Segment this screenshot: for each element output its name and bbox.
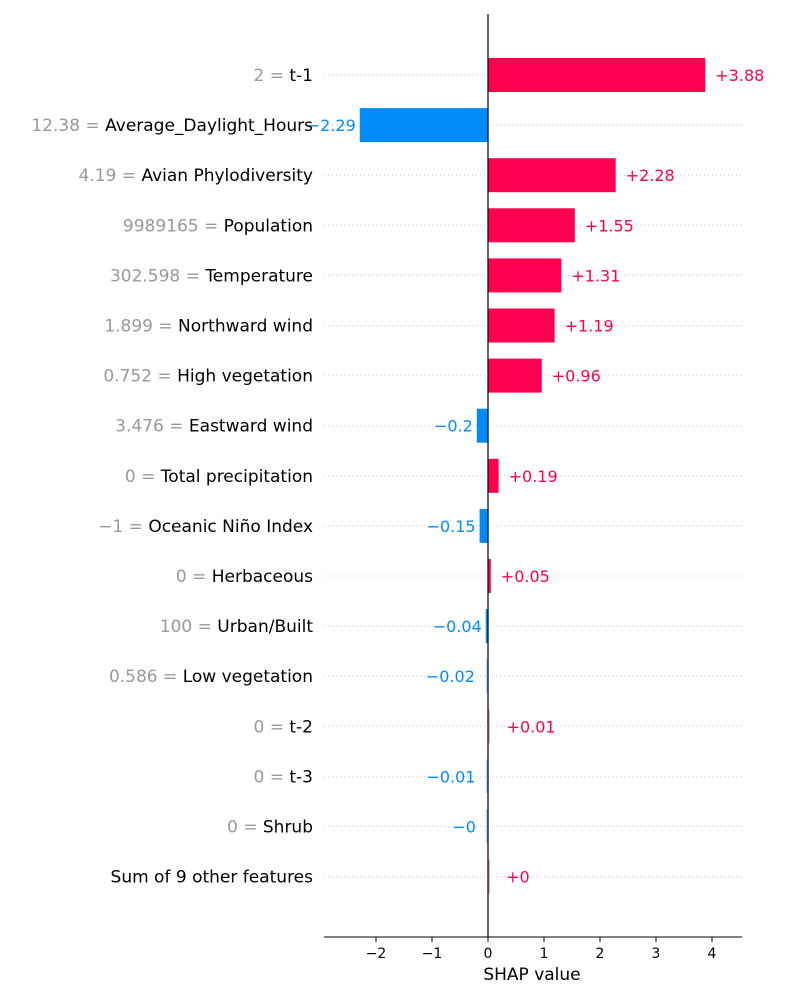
bars: +3.88 −2.29 +2.28 +1.55 +1.31 +1.19 +0.96 −0.2 +… — [307, 58, 764, 894]
shap-value-label: +2.28 — [626, 166, 675, 185]
feature-label: 0 = Shrub — [227, 818, 313, 838]
shap-bar — [485, 609, 488, 644]
shap-value-label: +1.19 — [565, 317, 614, 336]
feature-name-text: Low vegetation — [183, 667, 313, 687]
feature-label: −1 = Oceanic Niño Index — [98, 517, 313, 537]
shap-bar — [488, 358, 542, 393]
shap-value-label: −0.15 — [427, 517, 476, 536]
shap-value-label: +1.31 — [571, 266, 620, 285]
feature-name-text: Avian Phylodiversity — [141, 166, 313, 186]
feature-value-text: 0.752 = — [103, 367, 177, 387]
feature-value-text: 100 = — [160, 617, 218, 637]
shap-bar — [488, 859, 490, 894]
feature-name-text: High vegetation — [177, 367, 313, 387]
shap-bar — [488, 709, 490, 744]
feature-name-text: Sum of 9 other features — [111, 868, 314, 888]
feature-label: 100 = Urban/Built — [160, 617, 314, 637]
shap-bar — [488, 258, 562, 293]
feature-label: 302.598 = Temperature — [110, 266, 313, 286]
shap-value-label: +0 — [506, 868, 530, 887]
feature-value-text: 9989165 = — [123, 216, 224, 236]
feature-name-text: t-1 — [289, 66, 313, 86]
feature-name-text: Shrub — [263, 818, 313, 838]
shap-value-label: −0.01 — [426, 767, 475, 786]
row-labels: 2 = t-1 12.38 = Average_Daylight_Hours 4.1… — [31, 66, 313, 888]
feature-name-text: Oceanic Niño Index — [148, 517, 313, 537]
x-tick-label: −2 — [366, 946, 387, 962]
shap-bar — [359, 108, 488, 143]
x-tick-label: 1 — [540, 946, 549, 962]
shap-bar — [488, 58, 706, 92]
shap-bar — [488, 158, 616, 193]
feature-value-text: 12.38 = — [31, 116, 105, 136]
feature-label: 1.899 = Northward wind — [104, 317, 313, 337]
feature-name-text: t-3 — [289, 767, 313, 787]
feature-label: 0 = t-3 — [254, 767, 314, 787]
x-tick-label: 4 — [708, 946, 717, 962]
feature-value-text: −1 = — [98, 517, 148, 537]
feature-value-text: 0 = — [254, 767, 290, 787]
shap-value-label: −0.2 — [434, 417, 473, 436]
feature-name-text: Population — [224, 216, 313, 236]
feature-value-text: 4.19 = — [79, 166, 142, 186]
shap-bar — [488, 208, 575, 243]
shap-bar — [486, 759, 488, 794]
feature-name-text: Eastward wind — [189, 417, 313, 437]
feature-label: 4.19 = Avian Phylodiversity — [79, 166, 313, 186]
shap-bar — [476, 408, 488, 443]
shap-bar — [488, 559, 491, 593]
feature-name-text: Average_Daylight_Hours — [105, 116, 313, 136]
shap-value-label: −2.29 — [307, 116, 356, 135]
x-tick-label: −1 — [422, 946, 443, 962]
feature-label: 12.38 = Average_Daylight_Hours — [31, 116, 313, 136]
x-axis: −2 −1 0 1 2 3 4 — [324, 14, 742, 962]
feature-label: 2 = t-1 — [254, 66, 314, 86]
shap-value-label: −0 — [452, 818, 476, 837]
shap-value-label: +0.19 — [509, 467, 558, 486]
feature-label: 9989165 = Population — [123, 216, 313, 236]
shap-value-label: +0.96 — [552, 367, 601, 386]
feature-label: 0 = t-2 — [254, 717, 314, 737]
shap-bar — [488, 308, 555, 343]
feature-name-text: Herbaceous — [212, 567, 313, 587]
feature-label: 0 = Herbaceous — [176, 567, 313, 587]
shap-bar — [486, 659, 488, 694]
feature-label: 0.752 = High vegetation — [103, 367, 313, 387]
shap-value-label: +1.55 — [585, 216, 634, 235]
feature-label: Sum of 9 other features — [111, 868, 314, 888]
x-tick-label: 3 — [652, 946, 661, 962]
feature-name-text: Northward wind — [178, 317, 313, 337]
shap-value-label: +0.01 — [507, 717, 556, 736]
feature-name-text: Urban/Built — [217, 617, 313, 637]
feature-value-text: 0 = — [125, 467, 161, 487]
feature-value-text: 2 = — [254, 66, 290, 86]
feature-value-text: 0 = — [227, 818, 263, 838]
shap-bar — [479, 508, 488, 543]
feature-value-text: 1.899 = — [104, 317, 178, 337]
feature-value-text: 0 = — [254, 717, 290, 737]
x-axis-title: SHAP value — [483, 965, 580, 985]
shap-bar — [488, 458, 499, 493]
shap-value-label: +0.05 — [501, 567, 550, 586]
shap-value-label: −0.02 — [426, 667, 475, 686]
feature-value-text: 302.598 = — [110, 266, 205, 286]
feature-name-text: t-2 — [289, 717, 313, 737]
feature-label: 3.476 = Eastward wind — [115, 417, 313, 437]
shap-bar — [486, 809, 488, 844]
feature-value-text: 0 = — [176, 567, 212, 587]
feature-value-text: 0.586 = — [109, 667, 183, 687]
feature-label: 0 = Total precipitation — [125, 467, 313, 487]
feature-name-text: Total precipitation — [160, 467, 313, 487]
feature-name-text: Temperature — [204, 266, 313, 286]
shap-value-label: +3.88 — [715, 66, 764, 85]
shap-value-label: −0.04 — [433, 617, 482, 636]
feature-value-text: 3.476 = — [115, 417, 189, 437]
x-tick-label: 2 — [596, 946, 605, 962]
feature-label: 0.586 = Low vegetation — [109, 667, 313, 687]
x-tick-label: 0 — [484, 946, 493, 962]
